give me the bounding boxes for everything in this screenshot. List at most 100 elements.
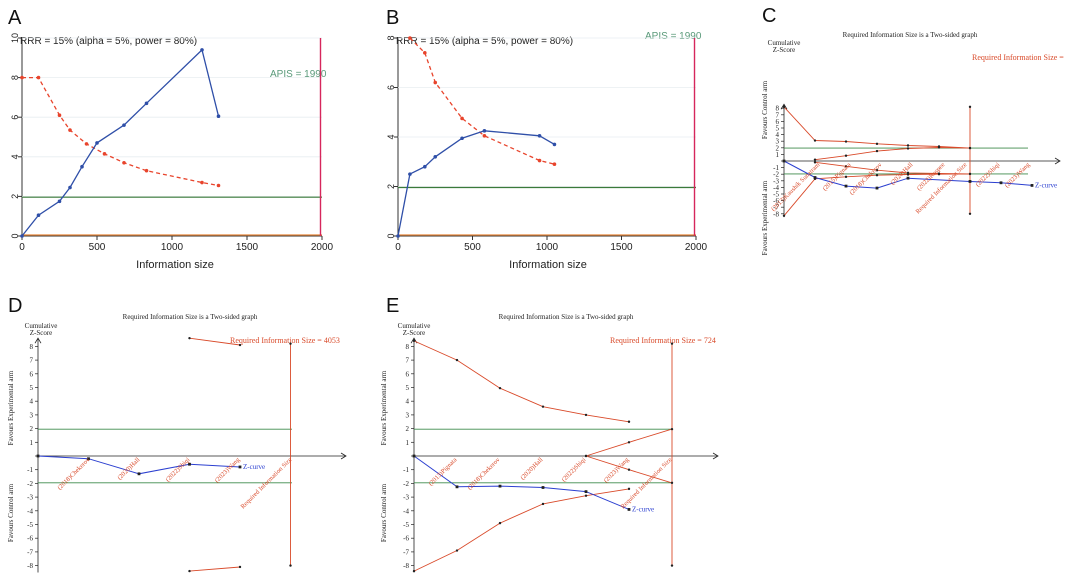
panel-c-ris-bottom-point: [968, 212, 972, 215]
panel-b-boundary-point: [408, 36, 412, 40]
panel-d-study-label: (2023)Wang: [214, 456, 242, 484]
panel-d-zcurve-line: [37, 455, 241, 475]
panel-d-ytick-label: 3: [30, 411, 34, 419]
panel-c-lower-boundary-point: [844, 175, 848, 179]
panel-c-ris-label: Required Information Size = 789: [972, 53, 1065, 62]
panel-c-ytick-label: 8: [776, 105, 780, 113]
panel-e-ytick-label: -7: [403, 548, 409, 556]
panel-e-ris-top-point: [670, 342, 674, 345]
panel-a-boundary-point: [68, 128, 72, 132]
panel-e-ytick-label: -8: [403, 562, 409, 570]
panel-d-lower-boundary-point: [188, 569, 191, 573]
panel-a-zcurve-point: [216, 114, 221, 119]
panel-a-zcurve-point: [144, 101, 149, 106]
panel-d-ytick-label: -3: [27, 494, 33, 502]
panel-c-lower-boundary-point: [782, 214, 786, 217]
panel-a-ytick-label: 6: [10, 115, 20, 120]
panel-d-zcurve-point: [137, 472, 141, 476]
panel-b-xtick-label: 2000: [685, 242, 708, 253]
panel-e-zcurve-point: [412, 454, 416, 458]
panel-c-ytick-label: 5: [776, 125, 780, 133]
panel-c-ylabel: Cumulative: [768, 39, 801, 47]
panel-c-zcurve-point: [968, 180, 972, 183]
panel-a-ytick-label: 4: [10, 154, 20, 159]
panel-c-inner-lower: [814, 161, 971, 175]
panel-letter-d: D: [8, 295, 22, 317]
panel-a-boundary-point: [57, 113, 62, 118]
panel-e-title: Required Information Size is a Two-sided…: [499, 313, 634, 321]
panel-b-xtick-label: 500: [464, 242, 481, 253]
panel-c-lower-arm: Favours Experimental arm: [761, 180, 769, 255]
panel-e-lower-boundary-point: [498, 521, 502, 525]
panel-c-ytick-label: -3: [773, 177, 779, 185]
panel-c-ytick-label: 4: [776, 131, 780, 139]
panel-e-upper-boundary-point: [412, 339, 416, 343]
panel-b-xtick-label: 1000: [536, 242, 559, 253]
panel-a-zcurve-point: [80, 164, 84, 169]
panel-e-zcurve-label: Z-curve: [632, 505, 654, 513]
panel-a-zcurve-point: [122, 123, 126, 127]
panel-d-lower-arm: Favours Control arm: [7, 483, 15, 542]
panel-e-lower-boundary-point: [541, 502, 545, 506]
panel-e-lower-boundary-point: [412, 569, 416, 573]
panel-e-upper-boundary-point: [541, 405, 545, 408]
panel-d-ris-label: Required Information Size = 4053: [230, 336, 340, 345]
panel-d-ytick-label: 5: [30, 384, 34, 392]
panel-e-upper-boundary: [413, 340, 630, 423]
panel-e-upper-boundary-point: [498, 386, 502, 390]
panel-b-xlabel: Information size: [509, 259, 587, 271]
panel-c-upper-boundary-point: [782, 105, 786, 109]
panel-d-ytick-label: 1: [30, 439, 34, 447]
panel-e-lower-boundary: [413, 488, 630, 572]
panel-a-boundary-point: [144, 168, 149, 173]
panel-c-ytick-label: -8: [773, 210, 779, 218]
panel-d-ytick-label: -7: [27, 548, 33, 556]
panel-b-zcurve-point: [433, 155, 438, 159]
panel-e-ytick-label: 3: [406, 411, 410, 419]
panel-e-ytick-label: -2: [403, 480, 409, 488]
panel-d-zcurve-label: Z-curve: [243, 463, 265, 471]
panel-c-upper-boundary-point: [875, 142, 879, 146]
panel-e-lower-boundary-point: [584, 494, 588, 497]
panel-d-y-arrow: [34, 337, 42, 344]
panel-a-xtick-label: 1000: [161, 242, 184, 253]
panel-b-zcurve-line: [397, 130, 555, 237]
panel-c-ytick-label: 2: [776, 144, 780, 152]
panel-a-zcurve-point: [57, 199, 62, 204]
panel-c-zcurve-point: [844, 184, 848, 188]
panel-d-study-label: (2020)Hall: [116, 456, 141, 481]
panel-a-zcurve-point: [95, 141, 99, 145]
panel-d-ytick-label: -6: [27, 535, 33, 543]
panel-e-ytick-label: 4: [406, 398, 410, 406]
panel-d-ytick-label: 2: [30, 425, 34, 433]
panel-d-zcurve-point: [238, 465, 242, 469]
panel-c-inner-upper-point: [844, 154, 848, 157]
panel-e-ytick-label: -5: [403, 521, 409, 529]
panel-a-xtick-label: 500: [89, 242, 106, 253]
panel-e-zcurve-line: [413, 455, 630, 510]
panel-d-ytick-label: 6: [30, 370, 34, 378]
panel-d-upper-boundary: [189, 337, 241, 346]
panel-c-ytick-label: 3: [776, 138, 780, 146]
panel-b-zcurve-point: [537, 133, 542, 138]
panel-letter-b: B: [386, 7, 399, 29]
panel-b-title: RRR = 15% (alpha = 5%, power = 80%): [396, 36, 573, 47]
panel-e-ytick-label: 1: [406, 439, 410, 447]
panel-b-ytick-label: 8: [386, 35, 396, 40]
panel-e-lower-boundary-point: [455, 549, 459, 552]
panel-c-inner-upper-point: [813, 158, 817, 161]
panel-e-ytick-label: -6: [403, 535, 409, 543]
panel-c-ytick-label: -5: [773, 191, 779, 199]
panel-e-ytick-label: 7: [406, 357, 410, 365]
panel-c-ylabel2: Z-Score: [773, 46, 796, 54]
panel-e-ytick-label: -1: [403, 466, 409, 474]
panel-a-boundary-point: [122, 160, 126, 165]
panel-a-boundary-point: [20, 75, 24, 80]
panel-a-boundary-line: [22, 76, 219, 187]
panel-e-upper-boundary-point: [455, 358, 459, 362]
panel-d-ytick-label: 7: [30, 357, 34, 365]
panel-e-inner-lower-point: [584, 454, 588, 458]
panel-d-upper-arm: Favours Experimental arm: [7, 370, 15, 445]
panel-letter-a: A: [8, 7, 22, 29]
panel-d-ytick-label: -1: [27, 466, 33, 474]
